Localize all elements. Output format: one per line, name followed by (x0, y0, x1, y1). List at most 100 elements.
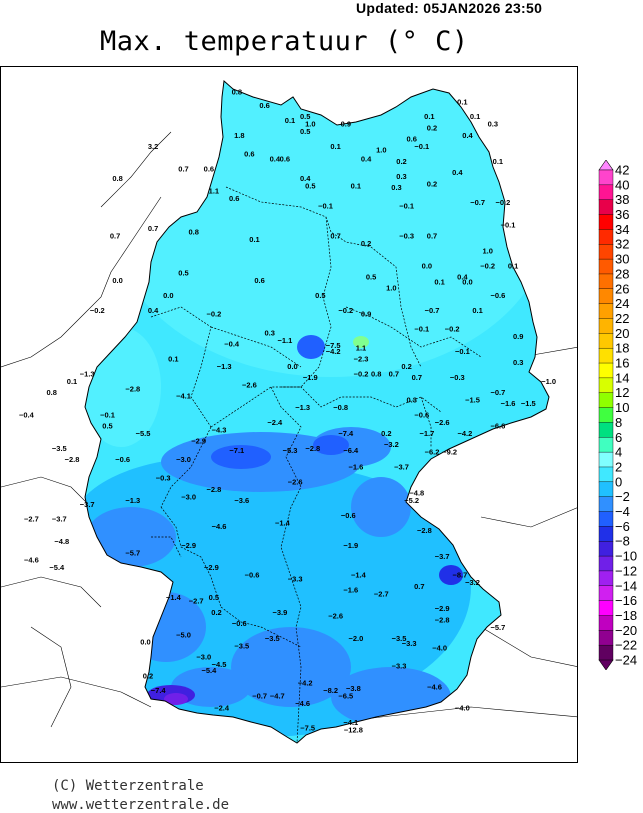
temperature-value: −4.1 (343, 718, 358, 727)
temperature-value: −1.5 (521, 399, 536, 408)
temperature-value: −2.8 (206, 485, 221, 494)
legend-label: 28 (615, 266, 629, 281)
temperature-value: 0.4 (148, 306, 159, 315)
temperature-value: −2.9 (191, 437, 206, 446)
temperature-value: −0.2 (445, 325, 460, 334)
legend-label: 26 (615, 281, 629, 296)
temperature-value: −2.7 (189, 597, 204, 606)
temperature-value: −1.5 (465, 396, 480, 405)
legend-swatch (598, 258, 614, 275)
temperature-value: 0.1 (424, 112, 434, 121)
temperature-value: −3.7 (52, 515, 67, 524)
legend-label: −14 (615, 578, 637, 593)
copyright-text: (C) Wetterzentrale (52, 778, 204, 794)
temperature-value: 1.0 (386, 284, 396, 293)
temperature-value: 0.4 (270, 155, 281, 164)
temperature-value: 0.1 (67, 377, 77, 386)
temperature-value: −0.4 (19, 410, 35, 419)
temperature-value: −1.4 (275, 519, 291, 528)
temperature-value: −3.5 (52, 444, 67, 453)
temperature-value: 0.4 (300, 174, 311, 183)
temperature-value: −0.1 (399, 202, 414, 211)
temperature-value: −3.3 (402, 639, 417, 648)
temperature-value: −0.4 (224, 340, 240, 349)
legend-label: −22 (615, 638, 637, 653)
temperature-value: −2.7 (24, 515, 39, 524)
temperature-value: −3.7 (394, 463, 409, 472)
temperature-value: 0.6 (259, 101, 269, 110)
legend-swatch (598, 229, 614, 245)
legend-label: 38 (615, 192, 629, 207)
temperature-value: 0.7 (414, 582, 424, 591)
legend-swatch (598, 333, 614, 349)
temperature-value: −5.4 (201, 666, 217, 675)
legend-label: 22 (615, 311, 629, 326)
temperature-value: 0.1 (351, 182, 361, 191)
temperature-value: 0.8 (232, 88, 242, 97)
temperature-value: 0.8 (112, 174, 122, 183)
legend-label: 24 (615, 296, 629, 311)
legend-swatch (598, 199, 614, 216)
temperature-value: 0.1 (330, 142, 340, 151)
temperature-value: −2.6 (328, 612, 343, 621)
temperature-value: 0.6 (280, 155, 290, 164)
temperature-value: −1.4 (166, 593, 182, 602)
temperature-value: 0.9 (513, 332, 523, 341)
legend-swatch (598, 526, 614, 542)
legend-swatch (598, 184, 614, 201)
temperature-value: −0.6 (115, 455, 130, 464)
temperature-value: −8.2 (323, 686, 338, 695)
legend-swatch (598, 347, 614, 364)
legend-label: 0 (615, 474, 622, 489)
temperature-value: −1.6 (348, 463, 363, 472)
temperature-value: −5.0 (176, 630, 191, 639)
temperature-value: −1.0 (541, 377, 556, 386)
temperature-value: −4.1 (176, 392, 191, 401)
legend-label: −2 (615, 489, 630, 504)
temperature-value: −0.1 (414, 325, 429, 334)
temperature-value: −2.9 (181, 541, 196, 550)
legend-label: −6 (615, 519, 630, 534)
temperature-value: 0.3 (513, 358, 523, 367)
temperature-value: −7.4 (338, 429, 354, 438)
temperature-value: −4.8 (54, 537, 69, 546)
temperature-value: 0.0 (462, 278, 472, 287)
temperature-value: 1.0 (376, 146, 386, 155)
temperature-value: −0.7 (252, 691, 267, 700)
temperature-value: −3.8 (346, 684, 361, 693)
temperature-value: 0.1 (508, 261, 518, 270)
temperature-value: −7.5 (326, 341, 341, 350)
legend-label: 40 (615, 177, 629, 192)
temperature-value: −1.9 (303, 373, 318, 382)
legend-label: 6 (615, 430, 622, 445)
temperature-value: −0.1 (455, 347, 470, 356)
temperature-value: −1.3 (125, 496, 140, 505)
temperature-value: 0.9 (341, 120, 351, 129)
temperature-value: −3.2 (384, 440, 399, 449)
temperature-value: 0.6 (204, 164, 214, 173)
temperature-value: −0.6 (232, 619, 247, 628)
temperature-value: 0.7 (110, 232, 120, 241)
legend-swatch (598, 466, 614, 483)
temperature-value: 1.1 (209, 187, 219, 196)
temperature-value: 0.0 (287, 362, 297, 371)
legend-label: −20 (615, 623, 637, 638)
state-borders (150, 186, 482, 744)
updated-timestamp: Updated: 05JAN2026 23:50 (356, 0, 543, 16)
temperature-value: −3.2 (465, 578, 480, 587)
temperature-value: −6.4 (343, 446, 359, 455)
legend-label: 18 (615, 341, 629, 356)
temperature-value: 0.7 (427, 232, 437, 241)
temperature-value: −5.7 (490, 623, 505, 632)
temperature-value: −3.5 (234, 642, 249, 651)
temperature-value: −0.1 (501, 220, 516, 229)
legend-swatch (598, 288, 614, 305)
temperature-value: 0.0 (112, 276, 122, 285)
temperature-value: −5.4 (49, 563, 65, 572)
temperature-value: 0.5 (209, 593, 219, 602)
temperature-value: −1.3 (80, 369, 95, 378)
legend-arrow-top (598, 160, 614, 171)
temperature-value: 0.8 (371, 369, 381, 378)
temperature-value: −7.4 (151, 686, 167, 695)
temperature-value: −3.0 (196, 653, 211, 662)
